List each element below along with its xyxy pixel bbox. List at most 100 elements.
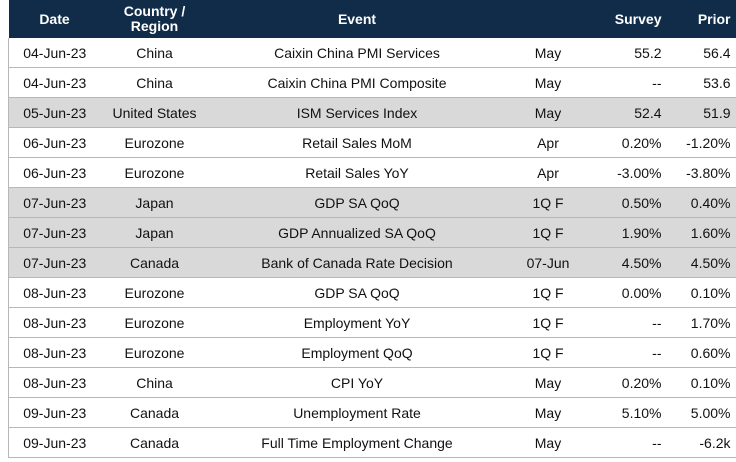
table-cell: 56.4 (667, 38, 736, 68)
table-cell: -3.00% (590, 157, 668, 188)
table-cell: 1Q F (505, 277, 591, 308)
table-row: 09-Jun-23 Canada Unemployment Rate May 5.10%… (8, 397, 736, 428)
table-cell: May (505, 67, 591, 98)
table-cell: Japan (100, 217, 209, 248)
table-cell: 08-Jun-23 (8, 277, 101, 308)
table-cell: -3.80% (667, 157, 736, 188)
table-cell: 0.00% (590, 277, 668, 308)
table-cell: May (505, 38, 591, 68)
header-cell: Survey (590, 0, 668, 38)
table-cell: Employment YoY (208, 307, 506, 338)
header-cell (505, 0, 591, 38)
table-cell: Japan (100, 187, 209, 218)
table-cell: 1.60% (667, 217, 736, 248)
table-cell: United States (100, 97, 209, 128)
table-cell: 0.20% (590, 127, 668, 158)
table-cell: GDP SA QoQ (208, 277, 506, 308)
table-cell: Canada (100, 427, 209, 458)
table-cell: May (505, 97, 591, 128)
table-body: 04-Jun-23 China Caixin China PMI Services M… (8, 38, 736, 458)
table-cell: 08-Jun-23 (8, 367, 101, 398)
table-cell: 51.9 (667, 97, 736, 128)
table-cell: GDP Annualized SA QoQ (208, 217, 506, 248)
table-row: 04-Jun-23 China Caixin China PMI Composite… (8, 67, 736, 98)
table-cell: 52.4 (590, 97, 668, 128)
table-cell: -- (590, 307, 668, 338)
table-row: 07-Jun-23 Canada Bank of Canada Rate Decis… (8, 247, 736, 278)
table-row: 06-Jun-23 Eurozone Retail Sales MoM Apr 0.20… (8, 127, 736, 158)
table-cell: Eurozone (100, 277, 209, 308)
table-cell: China (100, 367, 209, 398)
table-cell: Eurozone (100, 157, 209, 188)
table-cell: Canada (100, 397, 209, 428)
calendar-table: Date Country / Region Event Survey Prior… (8, 0, 736, 458)
table-cell: 0.10% (667, 367, 736, 398)
table-cell: 06-Jun-23 (8, 127, 101, 158)
table-cell: 0.60% (667, 337, 736, 368)
table-cell: 1Q F (505, 187, 591, 218)
table-cell: 1.90% (590, 217, 668, 248)
table-cell: Unemployment Rate (208, 397, 506, 428)
table-cell: 08-Jun-23 (8, 307, 101, 338)
table-cell: 4.50% (590, 247, 668, 278)
table-row: 08-Jun-23 China CPI YoY May 0.20% 0.10% (8, 367, 736, 398)
table-cell: 09-Jun-23 (8, 427, 101, 458)
table-cell: 05-Jun-23 (8, 97, 101, 128)
table-cell: 55.2 (590, 38, 668, 68)
table-cell: 07-Jun-23 (8, 247, 101, 278)
table-cell: 06-Jun-23 (8, 157, 101, 188)
table-row: 09-Jun-23 Canada Full Time Employment Chan… (8, 427, 736, 458)
table-cell: 1Q F (505, 337, 591, 368)
table-cell: CPI YoY (208, 367, 506, 398)
table-cell: May (505, 367, 591, 398)
table-cell: 07-Jun-23 (8, 187, 101, 218)
header-row: Date Country / Region Event Survey Prior (8, 0, 736, 38)
table-cell: Caixin China PMI Services (208, 38, 506, 68)
header-cell: Date (8, 0, 101, 38)
table-cell: 04-Jun-23 (8, 38, 101, 68)
table-cell: Employment QoQ (208, 337, 506, 368)
table-cell: May (505, 397, 591, 428)
table-cell: -- (590, 337, 668, 368)
table-cell: GDP SA QoQ (208, 187, 506, 218)
table-cell: -1.20% (667, 127, 736, 158)
table-cell: 08-Jun-23 (8, 337, 101, 368)
table-row: 04-Jun-23 China Caixin China PMI Services M… (8, 38, 736, 68)
table-cell: 0.10% (667, 277, 736, 308)
table-row: 07-Jun-23 Japan GDP SA QoQ 1Q F 0.50% 0.40% (8, 187, 736, 218)
table-row: 08-Jun-23 Eurozone GDP SA QoQ 1Q F 0.00% 0.10… (8, 277, 736, 308)
table-cell: 1.70% (667, 307, 736, 338)
table-cell: 0.50% (590, 187, 668, 218)
table-row: 05-Jun-23 United States ISM Services Index… (8, 97, 736, 128)
table-cell: 0.40% (667, 187, 736, 218)
table-cell: 07-Jun (505, 247, 591, 278)
table-cell: -- (590, 427, 668, 458)
table-cell: Canada (100, 247, 209, 278)
table-cell: -6.2k (667, 427, 736, 458)
table-header: Date Country / Region Event Survey Prior (8, 0, 736, 38)
table-cell: 04-Jun-23 (8, 67, 101, 98)
table-cell: May (505, 427, 591, 458)
table-cell: Apr (505, 127, 591, 158)
table-cell: Retail Sales MoM (208, 127, 506, 158)
table-cell: 09-Jun-23 (8, 397, 101, 428)
header-cell: Event (208, 0, 506, 38)
table-row: 08-Jun-23 Eurozone Employment QoQ 1Q F -- 0.6… (8, 337, 736, 368)
table-cell: 53.6 (667, 67, 736, 98)
table-cell: Eurozone (100, 337, 209, 368)
table-row: 08-Jun-23 Eurozone Employment YoY 1Q F -- 1.7… (8, 307, 736, 338)
table-cell: 5.00% (667, 397, 736, 428)
table-cell: Apr (505, 157, 591, 188)
table-cell: 4.50% (667, 247, 736, 278)
table-cell: 1Q F (505, 217, 591, 248)
table-cell: 5.10% (590, 397, 668, 428)
table-cell: 1Q F (505, 307, 591, 338)
table-cell: ISM Services Index (208, 97, 506, 128)
header-cell: Country / Region (100, 0, 209, 38)
table-cell: Bank of Canada Rate Decision (208, 247, 506, 278)
table-row: 06-Jun-23 Eurozone Retail Sales YoY Apr -3.0… (8, 157, 736, 188)
table-cell: China (100, 38, 209, 68)
table-cell: Eurozone (100, 127, 209, 158)
table-cell: China (100, 67, 209, 98)
